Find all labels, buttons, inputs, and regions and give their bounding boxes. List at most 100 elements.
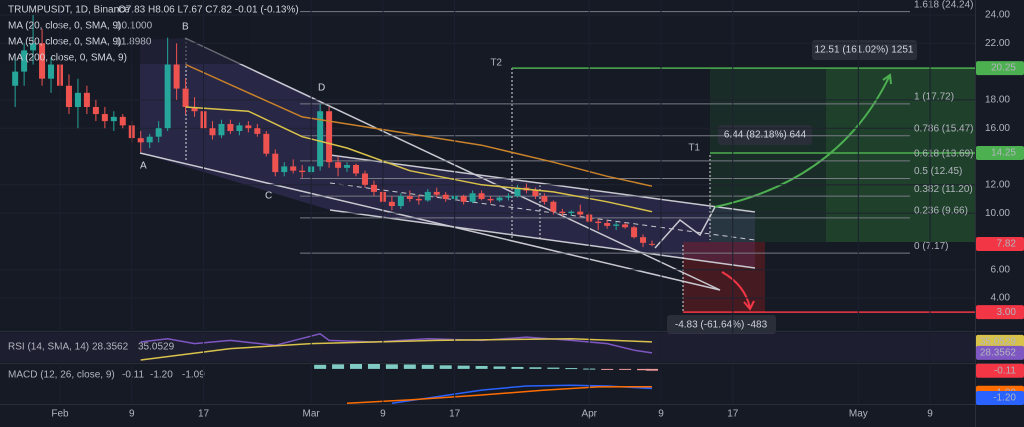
candle-body (353, 165, 360, 174)
macd-hist-bar (457, 365, 470, 369)
rsi-line (140, 337, 653, 361)
x-tick-label: Feb (51, 409, 69, 420)
candle-body (649, 243, 656, 245)
candle-body (478, 193, 485, 199)
y-tick-label: 16.00 (985, 123, 1010, 134)
candle-body (604, 223, 611, 226)
price-badge-label: 28.3562 (980, 348, 1017, 359)
macd-hist-bar (529, 367, 542, 369)
candle-body (299, 170, 306, 173)
y-tick-label: 22.00 (985, 38, 1010, 49)
rsi-value: 35.0529 (138, 342, 175, 353)
macd-hist-bar (314, 364, 327, 369)
measure-box (667, 315, 776, 334)
candle-body (469, 193, 476, 202)
macd-hist-bar (421, 364, 434, 369)
arrow-head (743, 300, 755, 311)
macd-title: MACD (12, 26, close, 9) (8, 370, 115, 381)
macd-value: -0.11 (122, 370, 144, 381)
pattern-area (140, 38, 755, 268)
candle-body (370, 184, 377, 192)
point-label: A (140, 161, 147, 172)
candle-body (92, 106, 99, 115)
candle-body (110, 116, 117, 122)
macd-hist-bar (385, 364, 398, 369)
macd-hist-bar (367, 364, 380, 369)
candle-body (559, 211, 566, 214)
candle-body (30, 43, 37, 51)
candle-body (505, 196, 512, 198)
measure-box (812, 40, 917, 60)
candle-body (640, 237, 647, 243)
ohlc: O7.83 H8.06 L7.67 C7.82 -0.01 (-0.13%) (118, 5, 299, 16)
price-badge (976, 61, 1024, 76)
candle-body (514, 187, 521, 197)
price-badge (976, 236, 1024, 251)
channel-bottom (329, 209, 756, 269)
macd-line (391, 384, 653, 404)
candle-body (433, 191, 440, 195)
price-badge-label: 35.0529 (980, 337, 1017, 348)
price-badge-label: 7.82 (997, 239, 1017, 250)
y-tick-label: 6.00 (991, 264, 1011, 275)
loss-zone (683, 242, 765, 313)
point-label: B (182, 22, 189, 33)
candle-body (406, 196, 413, 199)
overlay: TRUMPUSDT, 1D, Binance O7.83 H8.06 L7.67… (8, 0, 1024, 420)
candle-body (218, 123, 225, 136)
candle-body (227, 123, 234, 132)
candle-body (335, 162, 342, 168)
price-badge (976, 305, 1024, 320)
macd-hist-bar (637, 368, 650, 371)
y-tick-label: 4.00 (991, 293, 1011, 304)
price-badge-label: -1.20 (993, 393, 1016, 404)
macd-hist-bar (646, 368, 659, 371)
macd-line (346, 385, 653, 404)
target-label: T2 (490, 58, 502, 69)
candle-body (209, 128, 216, 136)
price-badge-label: 14.25 (991, 148, 1016, 159)
price-badge (976, 391, 1024, 405)
trend-line (184, 37, 721, 291)
fib-label: 0.5 (12.45) (914, 166, 962, 177)
macd-hist-bar (332, 364, 345, 369)
macd-hist-bar (547, 367, 560, 369)
price-badge (976, 145, 1024, 160)
candle-body (532, 190, 539, 197)
x-tick-label: May (849, 409, 868, 420)
candle-body (173, 64, 180, 89)
x-tick-label: 17 (198, 409, 210, 420)
candle-body (254, 128, 261, 134)
moving-average (185, 63, 653, 187)
x-tick-label: 17 (727, 409, 739, 420)
candle-body (137, 138, 144, 143)
fib-label: 0.382 (11.20) (914, 184, 973, 195)
candle-body (326, 111, 333, 163)
rsi-pane (0, 333, 975, 362)
ma-value: 10.1000 (116, 21, 153, 32)
macd-hist-bar (601, 368, 614, 370)
candle-body (21, 50, 28, 72)
candle-body (388, 201, 395, 207)
measure-label: -4.83 (-61.64%) -483 (675, 320, 768, 331)
point-label: D (318, 83, 325, 94)
candle-body (272, 153, 279, 173)
candle-body (146, 136, 153, 143)
candle-body (613, 224, 620, 226)
price-badge (976, 345, 1024, 360)
candle-body (182, 88, 189, 107)
ma-legend: MA (200, close, 0, SMA, 9) (8, 53, 127, 64)
candle-body (74, 92, 81, 107)
candle-body (236, 125, 243, 132)
macd-pane (314, 364, 659, 404)
price-badge-label: 20.25 (991, 63, 1016, 74)
fib-label: 1.618 (24.24) (914, 0, 974, 10)
macd-hist-bar (350, 364, 363, 369)
macd-hist-bar (493, 366, 506, 369)
down-arrow (721, 271, 751, 309)
candle-body (424, 191, 431, 201)
macd-hist-bar (565, 368, 578, 370)
macd-hist-bar (511, 366, 524, 369)
